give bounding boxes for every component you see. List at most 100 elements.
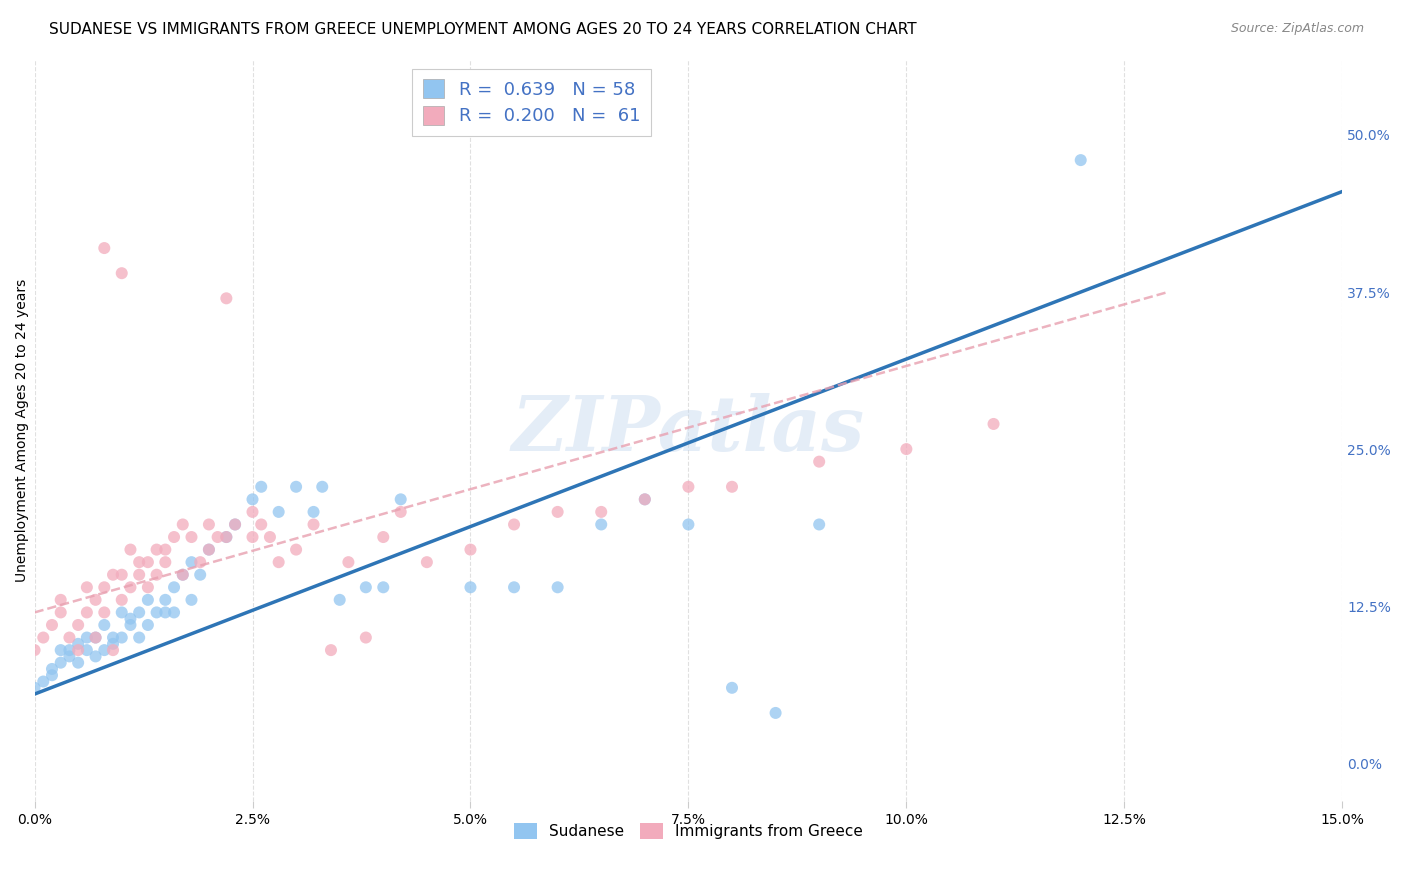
Point [389, 505, 412, 519]
Point [163, 530, 186, 544]
Point [634, 492, 657, 507]
Point [503, 517, 526, 532]
Point [41, 668, 63, 682]
Point [67, 643, 90, 657]
Point [250, 480, 273, 494]
Point [41, 662, 63, 676]
Point [198, 542, 221, 557]
Point [155, 542, 177, 557]
Point [547, 505, 569, 519]
Point [67, 637, 90, 651]
Point [172, 567, 194, 582]
Point [136, 555, 159, 569]
Point [242, 530, 264, 544]
Point [242, 505, 264, 519]
Point [24, 681, 46, 695]
Point [180, 592, 202, 607]
Point [302, 517, 325, 532]
Point [224, 517, 246, 532]
Point [808, 517, 831, 532]
Point [67, 618, 90, 632]
Point [58, 631, 80, 645]
Point [765, 706, 787, 720]
Point [302, 505, 325, 519]
Point [76, 606, 98, 620]
Point [460, 542, 482, 557]
Point [354, 580, 377, 594]
Point [250, 517, 273, 532]
Point [128, 606, 150, 620]
Point [319, 643, 342, 657]
Point [111, 631, 134, 645]
Point [416, 555, 439, 569]
Point [128, 567, 150, 582]
Point [49, 643, 72, 657]
Point [67, 656, 90, 670]
Point [163, 580, 186, 594]
Point [101, 643, 124, 657]
Point [101, 567, 124, 582]
Point [896, 442, 918, 456]
Point [215, 530, 238, 544]
Point [111, 592, 134, 607]
Point [84, 649, 107, 664]
Point [49, 656, 72, 670]
Point [242, 492, 264, 507]
Point [145, 567, 167, 582]
Point [337, 555, 360, 569]
Point [460, 580, 482, 594]
Point [120, 612, 142, 626]
Point [93, 580, 115, 594]
Y-axis label: Unemployment Among Ages 20 to 24 years: Unemployment Among Ages 20 to 24 years [15, 278, 30, 582]
Point [311, 480, 333, 494]
Point [111, 606, 134, 620]
Point [84, 631, 107, 645]
Point [145, 606, 167, 620]
Point [128, 631, 150, 645]
Point [215, 291, 238, 305]
Point [188, 555, 211, 569]
Point [808, 455, 831, 469]
Point [136, 592, 159, 607]
Point [41, 618, 63, 632]
Point [983, 417, 1005, 431]
Point [224, 517, 246, 532]
Text: Source: ZipAtlas.com: Source: ZipAtlas.com [1230, 22, 1364, 36]
Point [188, 567, 211, 582]
Point [155, 606, 177, 620]
Point [58, 649, 80, 664]
Point [145, 542, 167, 557]
Point [120, 618, 142, 632]
Point [329, 592, 352, 607]
Point [155, 555, 177, 569]
Point [678, 517, 700, 532]
Point [547, 580, 569, 594]
Point [721, 681, 744, 695]
Point [198, 542, 221, 557]
Point [136, 618, 159, 632]
Point [101, 637, 124, 651]
Point [76, 631, 98, 645]
Point [120, 580, 142, 594]
Point [49, 606, 72, 620]
Point [259, 530, 281, 544]
Point [207, 530, 229, 544]
Point [1070, 153, 1092, 167]
Point [84, 592, 107, 607]
Point [120, 542, 142, 557]
Point [172, 567, 194, 582]
Point [389, 492, 412, 507]
Point [373, 580, 395, 594]
Point [267, 505, 290, 519]
Point [128, 555, 150, 569]
Point [267, 555, 290, 569]
Point [373, 530, 395, 544]
Point [32, 674, 55, 689]
Point [172, 517, 194, 532]
Point [198, 517, 221, 532]
Point [111, 266, 134, 280]
Point [215, 530, 238, 544]
Point [58, 643, 80, 657]
Point [101, 631, 124, 645]
Point [93, 643, 115, 657]
